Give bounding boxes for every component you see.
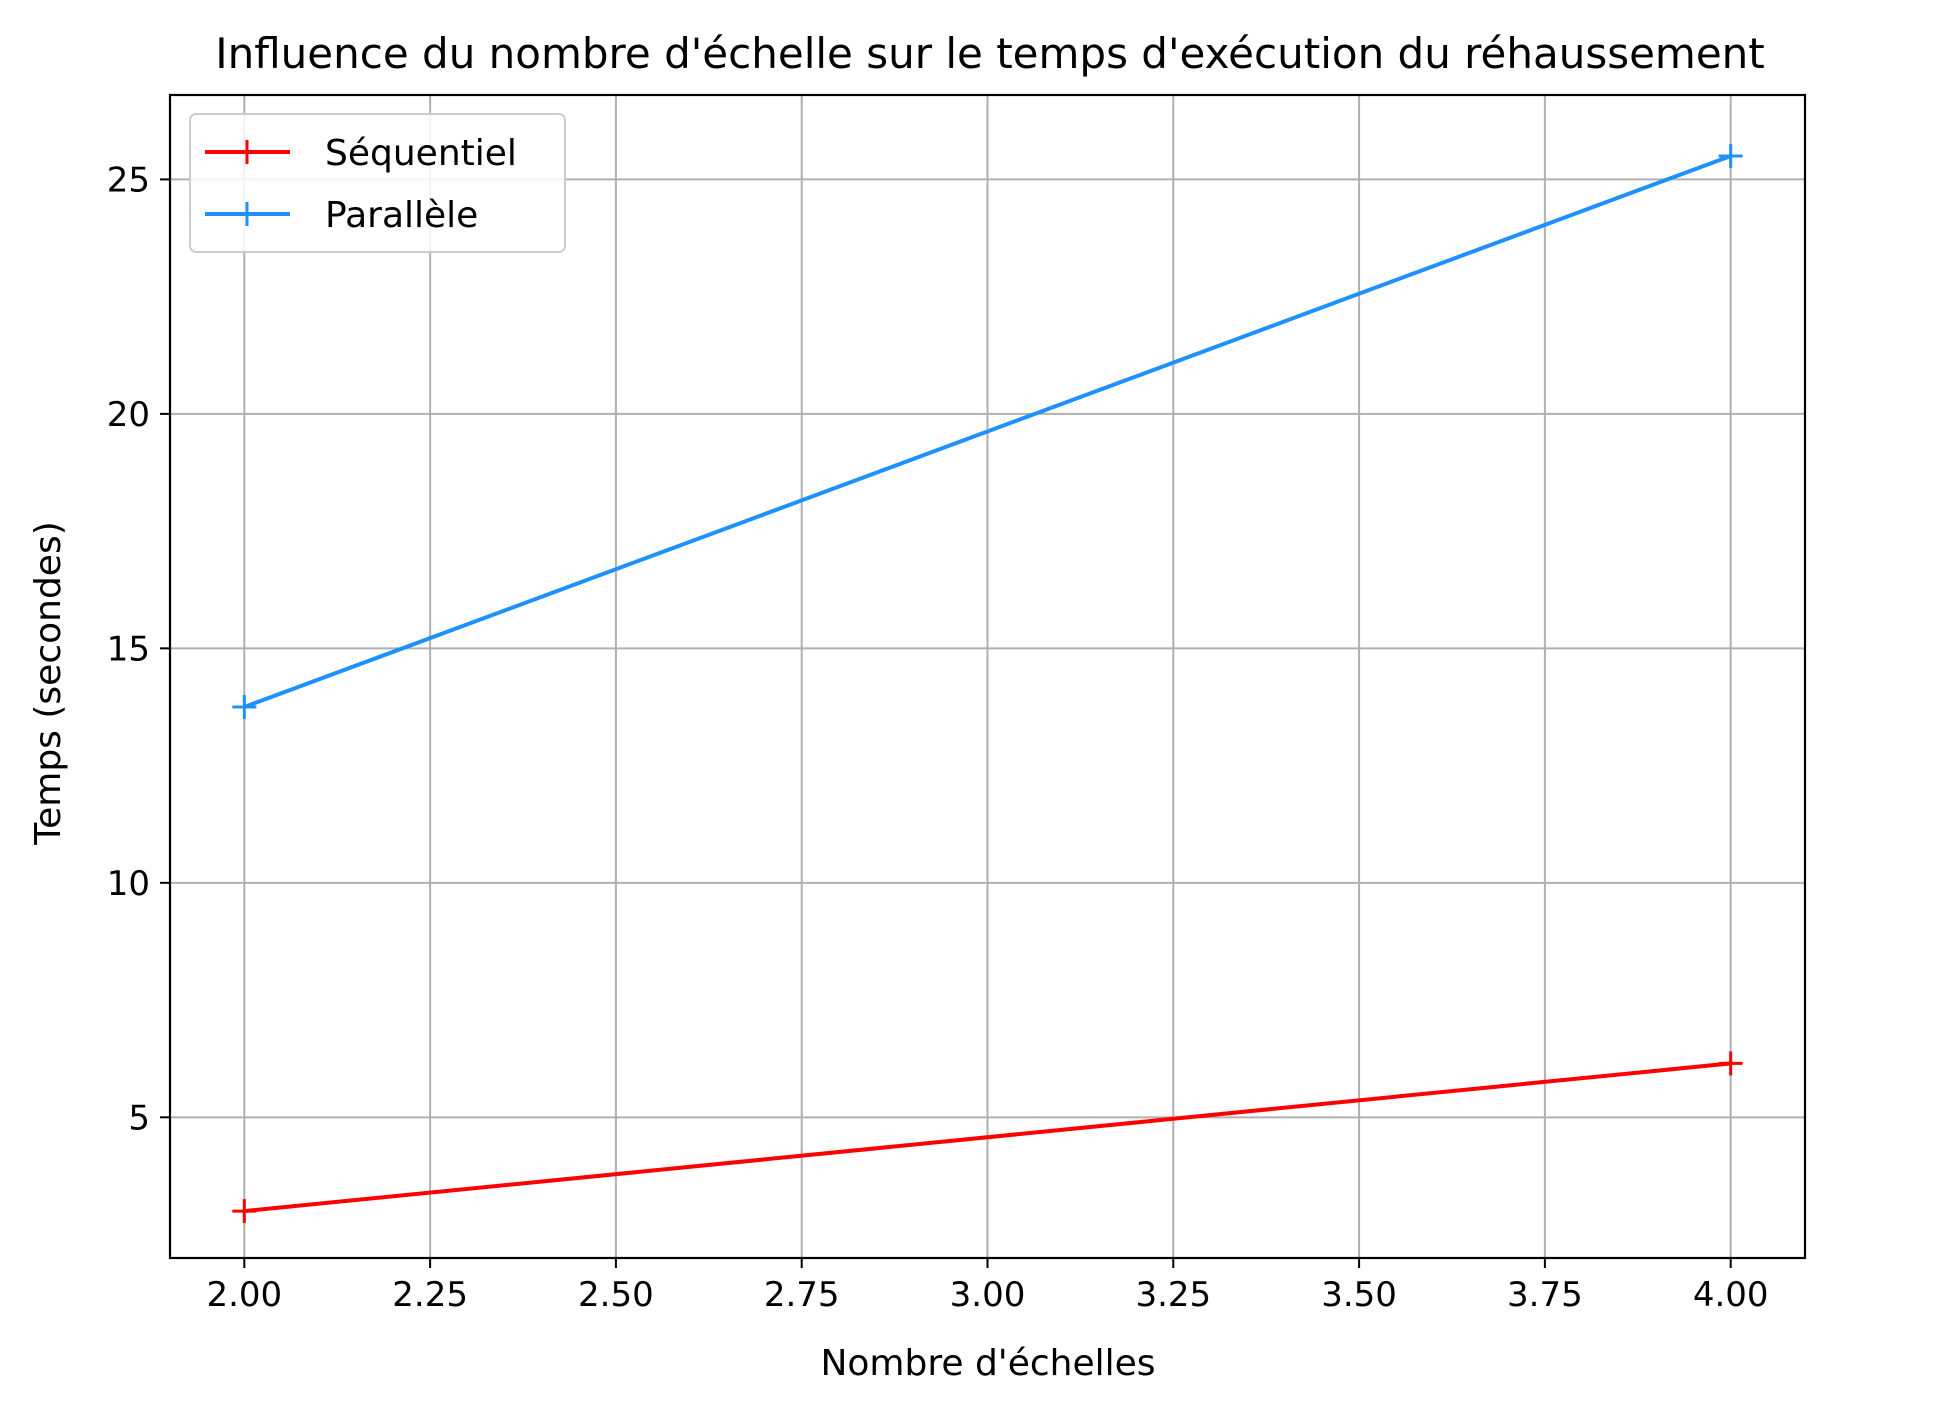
x-axis-label: Nombre d'échelles	[820, 1343, 1155, 1384]
series-lines	[232, 143, 1743, 1224]
series-line-0	[244, 1061, 1731, 1214]
grid-lines	[170, 95, 1805, 1258]
data-point-marker	[1718, 143, 1743, 168]
legend-label: Parallèle	[325, 195, 478, 236]
series-line-1	[243, 154, 1732, 709]
chart-title: Influence du nombre d'échelle sur le tem…	[215, 29, 1765, 78]
legend-box	[189, 113, 566, 253]
x-tick-label: 3.00	[950, 1275, 1026, 1315]
y-tick-label: 20	[107, 395, 150, 435]
x-tick-label: 2.25	[392, 1275, 468, 1315]
y-axis-ticks: 5 10 15 20 25	[107, 160, 170, 1138]
x-tick-label: 2.75	[764, 1275, 840, 1315]
y-tick-label: 15	[107, 629, 150, 669]
x-tick-label: 3.75	[1507, 1275, 1583, 1315]
legend: Séquentiel Parallèle	[189, 113, 566, 253]
x-tick-label: 2.00	[206, 1275, 282, 1315]
x-tick-label: 3.50	[1321, 1275, 1397, 1315]
legend-label: Séquentiel	[325, 133, 517, 174]
y-tick-label: 5	[128, 1098, 150, 1138]
data-point-marker	[1718, 1051, 1743, 1076]
x-axis-ticks: 2.00 2.25 2.50 2.75 3.00 3.25 3.50 3.75 4.00	[206, 1258, 1769, 1315]
x-tick-label: 4.00	[1693, 1275, 1769, 1315]
y-tick-label: 25	[107, 160, 150, 200]
legend-item: Parallèle	[205, 195, 478, 236]
x-tick-label: 2.50	[578, 1275, 654, 1315]
data-point-marker	[232, 694, 257, 719]
legend-item: Séquentiel	[205, 133, 517, 174]
y-tick-label: 10	[107, 864, 150, 904]
y-axis-label: Temps (secondes)	[28, 521, 69, 846]
x-tick-label: 3.25	[1135, 1275, 1211, 1315]
data-point-marker	[232, 1199, 257, 1224]
